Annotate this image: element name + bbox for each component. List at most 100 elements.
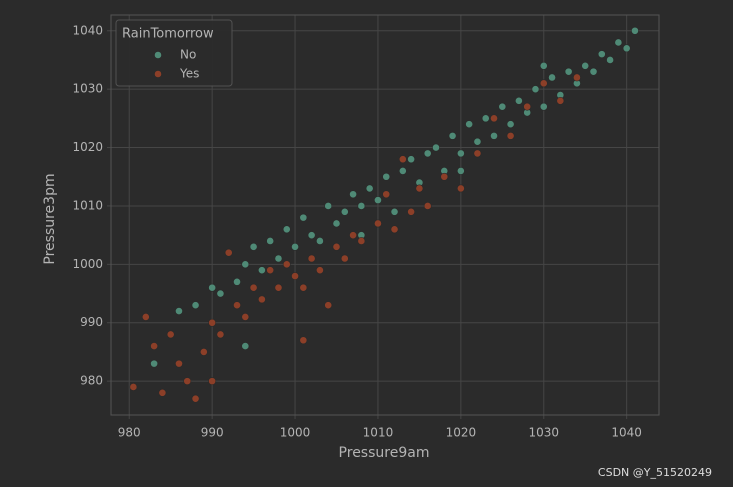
point xyxy=(531,85,540,94)
point xyxy=(398,167,407,175)
point xyxy=(589,67,598,76)
point xyxy=(340,207,349,216)
point xyxy=(266,237,275,245)
point xyxy=(316,266,324,275)
point xyxy=(357,202,366,210)
point xyxy=(183,377,192,386)
point xyxy=(307,231,316,240)
point xyxy=(299,283,308,292)
point xyxy=(407,207,416,216)
x-tick-label: 1000 xyxy=(280,426,311,440)
point xyxy=(423,149,432,158)
point xyxy=(208,318,217,327)
plot-frame xyxy=(110,14,660,416)
point xyxy=(257,295,266,304)
point xyxy=(432,143,440,152)
point xyxy=(473,137,482,146)
point xyxy=(481,114,490,123)
point xyxy=(374,196,382,205)
point xyxy=(340,254,349,263)
point xyxy=(299,336,308,345)
x-axis-label: Pressure9am xyxy=(339,445,430,461)
point xyxy=(465,120,474,129)
point xyxy=(506,131,515,140)
point xyxy=(266,266,275,275)
x-tick-label: 1030 xyxy=(528,426,559,440)
point xyxy=(332,242,341,251)
y-tick-label: 1040 xyxy=(72,23,103,37)
point xyxy=(490,131,498,140)
point xyxy=(129,383,138,391)
point xyxy=(274,254,283,263)
point xyxy=(456,184,465,193)
point xyxy=(539,79,548,88)
x-tick-label: 1010 xyxy=(363,426,394,440)
point xyxy=(548,73,556,82)
x-tick-label: 980 xyxy=(118,426,141,440)
watermark: CSDN @Y_51520249 xyxy=(598,466,712,479)
point xyxy=(324,202,333,210)
point xyxy=(390,225,399,234)
point xyxy=(158,388,167,397)
point xyxy=(175,307,183,315)
point xyxy=(208,377,217,386)
y-tick-label: 1020 xyxy=(72,140,103,154)
point xyxy=(249,283,258,292)
point xyxy=(208,283,217,292)
point xyxy=(224,248,233,257)
point xyxy=(606,56,614,64)
point xyxy=(233,301,241,310)
point xyxy=(166,330,175,339)
point xyxy=(150,342,159,350)
point xyxy=(291,242,299,251)
x-tick-label: 1020 xyxy=(446,426,477,440)
y-tick-label: 1030 xyxy=(72,82,103,96)
point xyxy=(291,272,299,280)
point xyxy=(490,114,498,123)
point xyxy=(257,266,266,275)
point xyxy=(382,172,391,181)
legend-label: No xyxy=(180,48,196,62)
point xyxy=(150,359,159,368)
point xyxy=(631,26,639,35)
point xyxy=(539,61,548,70)
point xyxy=(216,330,225,339)
point xyxy=(398,155,407,164)
point xyxy=(622,44,631,53)
point xyxy=(456,167,465,175)
point xyxy=(448,131,457,140)
point xyxy=(282,260,291,269)
point xyxy=(514,96,523,105)
point xyxy=(597,50,606,59)
point xyxy=(407,155,416,164)
y-tick-label: 1000 xyxy=(72,257,103,271)
legend-label: Yes xyxy=(179,67,199,81)
point xyxy=(332,219,341,228)
point xyxy=(199,348,208,356)
point xyxy=(415,184,424,193)
point xyxy=(456,149,465,158)
point xyxy=(423,202,432,210)
y-axis-label: Pressure3pm xyxy=(42,173,58,264)
point xyxy=(349,190,357,199)
point xyxy=(249,242,258,251)
point xyxy=(614,38,623,47)
legend-box xyxy=(115,19,233,87)
point xyxy=(324,301,333,310)
point xyxy=(581,61,590,70)
point xyxy=(556,96,565,105)
point xyxy=(498,102,507,111)
point xyxy=(274,283,283,292)
point xyxy=(316,237,324,245)
point xyxy=(390,207,399,216)
point xyxy=(564,67,573,76)
point xyxy=(233,277,241,286)
point xyxy=(307,254,316,263)
point xyxy=(191,394,200,403)
point xyxy=(241,342,250,350)
point xyxy=(299,213,308,222)
point xyxy=(191,301,200,310)
point xyxy=(282,225,291,234)
